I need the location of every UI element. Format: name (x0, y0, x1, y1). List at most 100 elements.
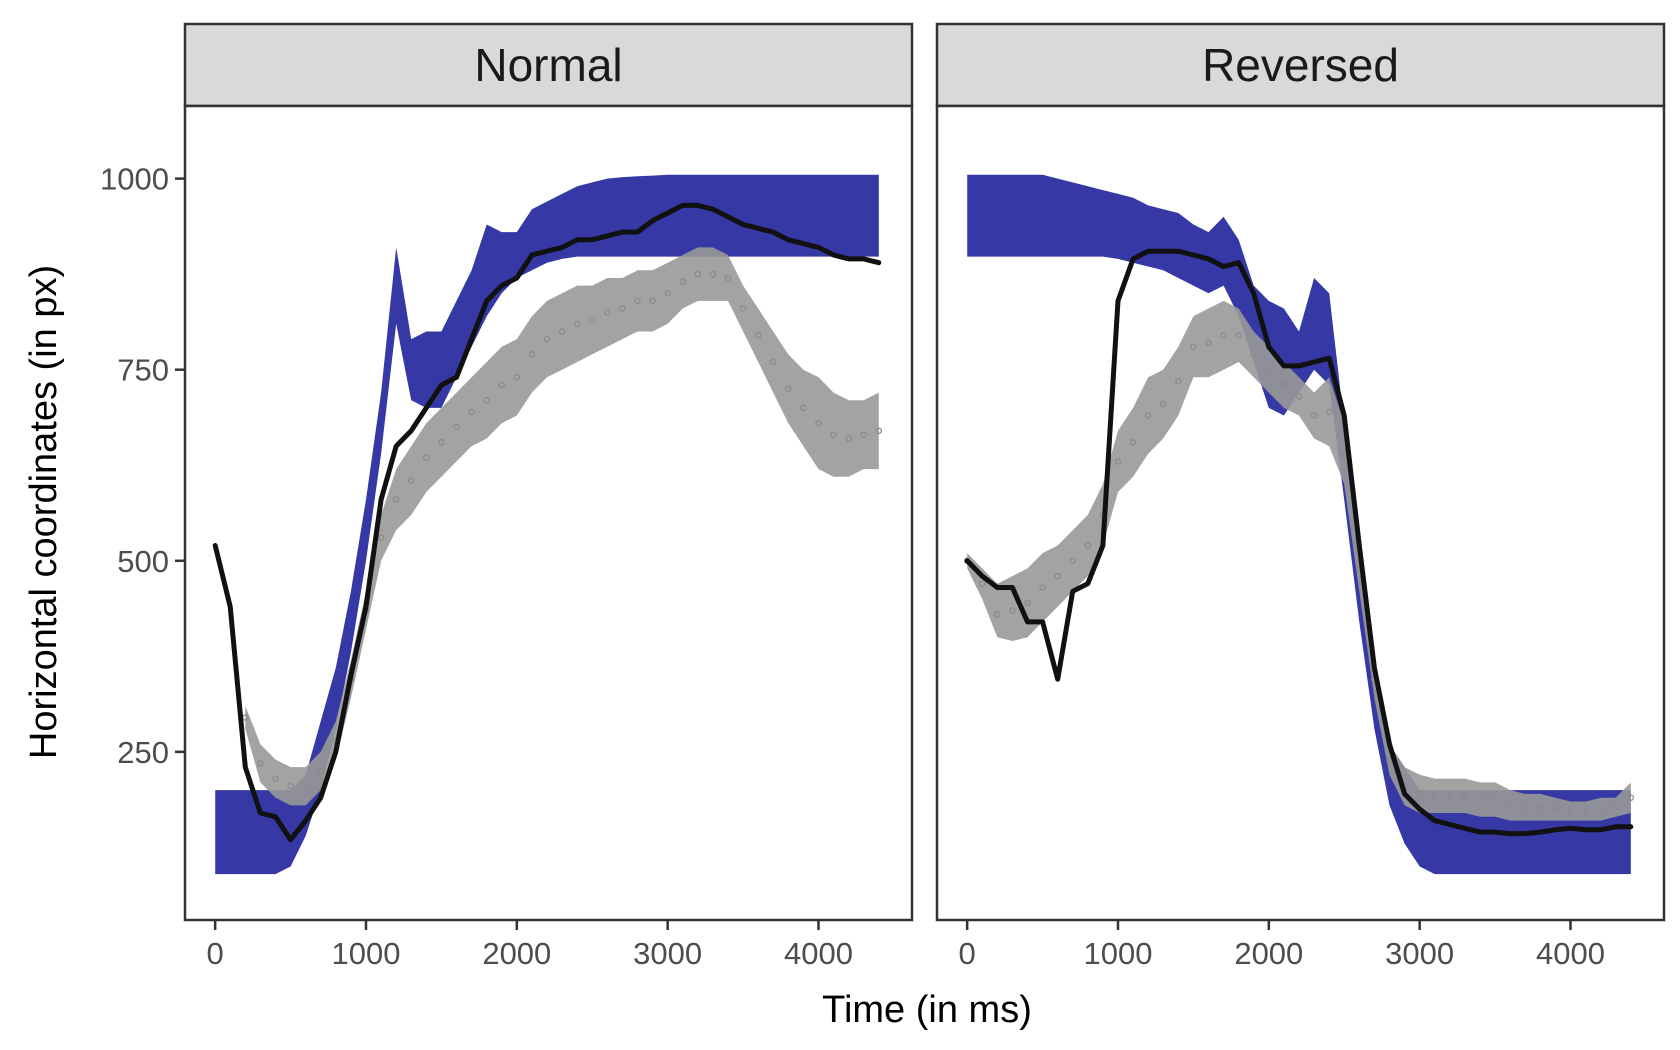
gaze-point (1431, 792, 1438, 800)
x-tick-label: 2000 (482, 936, 551, 971)
gaze-point (1446, 792, 1454, 800)
gaze-point (423, 454, 430, 461)
gaze-point (573, 320, 581, 328)
x-tick-label: 1000 (332, 936, 401, 971)
gaze-point (1009, 607, 1016, 614)
strip-header (935, 22, 1666, 108)
gaze-point (1265, 366, 1273, 373)
gaze-point (438, 439, 445, 446)
panel-normal: Normal 0 1000 2000 3000 4000 250 500 750 1000 (100, 22, 914, 971)
response-line (964, 248, 1634, 837)
gaze-point (754, 332, 762, 339)
gaze-point (498, 381, 505, 389)
x-tick-label: 1000 (1084, 936, 1153, 971)
gaze-point (694, 270, 702, 278)
gaze-point (1250, 351, 1257, 358)
y-tick-label: 500 (117, 544, 169, 579)
gaze-point (994, 611, 1001, 618)
gaze-point (1054, 572, 1061, 580)
gaze-point (604, 309, 611, 316)
plot-area (963, 174, 1635, 875)
gaze-point (1175, 377, 1182, 385)
gaze-point (1024, 599, 1031, 607)
gaze-point (1537, 803, 1544, 811)
gaze-point (1144, 412, 1152, 419)
x-tick-label: 4000 (1536, 936, 1605, 971)
x-axis-title: Time (in ms) (822, 989, 1032, 1031)
gaze-point (1325, 408, 1333, 415)
y-axis-title: Horizontal coordinates (in px) (23, 265, 65, 759)
gaze-point (1235, 332, 1242, 339)
gaze-point (392, 496, 400, 503)
gaze-point (528, 351, 536, 358)
gaze-band-area (245, 247, 879, 806)
y-tick-label: 750 (117, 353, 169, 388)
gaze-point (272, 775, 279, 782)
gaze-point (1582, 808, 1589, 815)
gaze-point (800, 404, 807, 412)
gaze-point (978, 580, 986, 587)
gaze-point (1159, 400, 1167, 408)
gaze-point (377, 534, 385, 542)
gaze-point (513, 374, 521, 381)
gaze-point (1205, 339, 1212, 347)
gaze-point (1114, 458, 1122, 465)
gaze-point (785, 385, 792, 393)
gaze-point (1190, 343, 1197, 351)
x-tick-label: 3000 (1385, 936, 1454, 971)
gaze-point (317, 767, 324, 775)
gaze-point (619, 305, 626, 312)
strip-label: Normal (474, 39, 622, 91)
gaze-point (1476, 795, 1484, 803)
y-tick-label: 250 (117, 735, 169, 770)
gaze-point (543, 335, 551, 343)
axis-titles: Time (in ms) Horizontal coordinates (in … (23, 265, 1032, 1031)
y-tick-label: 1000 (100, 162, 169, 197)
gaze-point (1567, 808, 1574, 815)
strip-header (183, 22, 914, 108)
gaze-point (634, 297, 641, 305)
gaze-point (1461, 792, 1469, 800)
gaze-point (1552, 805, 1559, 813)
gaze-point (860, 431, 867, 438)
gaze-point (1612, 803, 1619, 811)
x-tick-label: 4000 (784, 936, 853, 971)
gaze-point (453, 423, 460, 431)
panel-border (935, 104, 1666, 922)
gaze-point (468, 408, 475, 415)
gaze-point (1310, 412, 1318, 419)
gaze-band-area (967, 300, 1631, 821)
gaze-point (558, 328, 566, 335)
gaze-point (664, 290, 671, 297)
gaze-point (287, 782, 294, 790)
response-line (212, 202, 882, 843)
gaze-point (1597, 805, 1604, 813)
gaze-point (407, 477, 415, 484)
gaze-point (302, 782, 309, 790)
gaze-point (257, 760, 264, 767)
gaze-point (875, 427, 883, 435)
gaze-point (1506, 802, 1514, 809)
gaze-point (588, 316, 596, 324)
x-tick-label: 3000 (633, 936, 702, 971)
gaze-point (1491, 795, 1499, 803)
gaze-point (483, 397, 490, 404)
gaze-point (1521, 803, 1529, 811)
gaze-point (1084, 542, 1092, 549)
gaze-point (1280, 381, 1288, 389)
gaze-point (1069, 557, 1076, 565)
panel-reversed: Reversed 0 1000 2000 3000 4000 (935, 22, 1666, 971)
plot-area (212, 174, 883, 875)
gaze-point (649, 297, 656, 305)
gaze-point (1416, 790, 1423, 798)
gaze-point (830, 431, 837, 438)
panel-border (183, 104, 914, 922)
gaze-point (845, 435, 852, 442)
gaze-point (709, 270, 717, 278)
gaze-point (724, 274, 732, 282)
gaze-point (739, 305, 747, 312)
gaze-point (1627, 794, 1635, 801)
